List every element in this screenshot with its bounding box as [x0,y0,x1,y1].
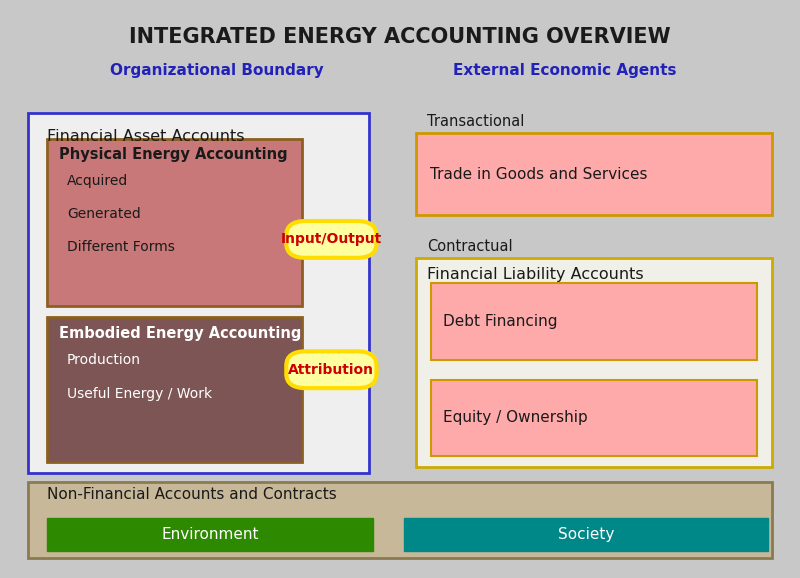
FancyBboxPatch shape [431,380,757,456]
Text: Different Forms: Different Forms [67,240,174,254]
FancyBboxPatch shape [404,518,769,551]
Text: Environment: Environment [161,527,258,542]
FancyBboxPatch shape [286,221,377,258]
Text: External Economic Agents: External Economic Agents [453,64,676,79]
Text: Debt Financing: Debt Financing [443,314,558,329]
Text: Society: Society [558,527,614,542]
FancyBboxPatch shape [416,133,773,216]
Text: INTEGRATED ENERGY ACCOUNTING OVERVIEW: INTEGRATED ENERGY ACCOUNTING OVERVIEW [129,27,671,47]
FancyBboxPatch shape [27,481,773,558]
Text: Financial Asset Accounts: Financial Asset Accounts [47,128,245,143]
Text: Useful Energy / Work: Useful Energy / Work [67,387,212,401]
Text: Physical Energy Accounting: Physical Energy Accounting [59,147,287,162]
Text: Input/Output: Input/Output [281,232,382,246]
Text: Equity / Ownership: Equity / Ownership [443,410,588,425]
Text: Financial Liability Accounts: Financial Liability Accounts [427,268,644,282]
FancyBboxPatch shape [27,113,369,473]
Text: Production: Production [67,353,141,367]
Text: Acquired: Acquired [67,175,128,188]
Text: Organizational Boundary: Organizational Boundary [110,64,324,79]
Text: Embodied Energy Accounting: Embodied Energy Accounting [59,325,302,340]
Text: Generated: Generated [67,208,141,221]
FancyBboxPatch shape [47,317,302,462]
Text: Attribution: Attribution [288,363,374,377]
Text: Transactional: Transactional [427,114,525,129]
FancyBboxPatch shape [286,351,377,388]
Text: Trade in Goods and Services: Trade in Goods and Services [430,167,647,182]
FancyBboxPatch shape [47,139,302,306]
FancyBboxPatch shape [47,518,373,551]
Text: Contractual: Contractual [427,239,513,254]
Text: Non-Financial Accounts and Contracts: Non-Financial Accounts and Contracts [47,487,337,502]
FancyBboxPatch shape [431,283,757,360]
FancyBboxPatch shape [416,258,773,468]
